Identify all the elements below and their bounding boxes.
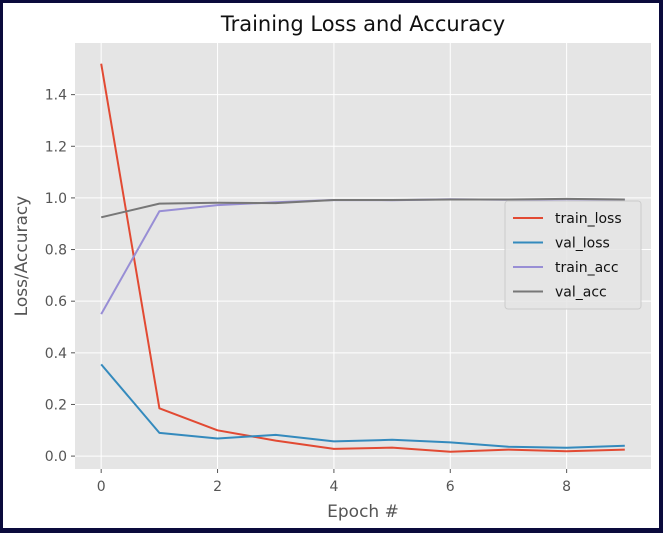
x-tick-label: 6: [446, 479, 455, 495]
legend-label: train_acc: [555, 260, 619, 276]
y-tick-label: 0.6: [45, 294, 67, 310]
legend-box: [504, 200, 642, 310]
x-tick-label: 4: [329, 479, 338, 495]
y-tick-label: 1.0: [45, 191, 67, 207]
y-tick-labels: 0.0 0.2 0.4 0.6 0.8 1.0 1.2 1.4: [45, 88, 75, 465]
legend-label: train_loss: [555, 211, 622, 227]
legend: train_loss val_loss train_acc val_acc: [504, 200, 642, 310]
y-axis-label: Loss/Accuracy: [12, 196, 32, 317]
chart-title: Training Loss and Accuracy: [220, 12, 505, 36]
x-tick-label: 0: [97, 479, 106, 495]
series-line-val_acc: [100, 197, 625, 219]
series-lines: [100, 63, 625, 453]
x-tick-label: 2: [213, 479, 222, 495]
y-tick-label: 1.4: [45, 88, 67, 104]
x-tick-labels: 0 2 4 6 8: [97, 469, 571, 495]
series-line-val_loss: [100, 363, 625, 449]
x-axis-label: Epoch #: [327, 502, 399, 522]
y-tick-label: 0.0: [45, 449, 67, 465]
legend-label: val_loss: [555, 236, 610, 252]
y-tick-label: 0.4: [45, 346, 67, 362]
y-tick-label: 1.2: [45, 139, 67, 155]
y-tick-label: 0.8: [45, 243, 67, 259]
y-tick-label: 0.2: [45, 397, 67, 413]
x-tick-label: 8: [562, 479, 571, 495]
series-line-train_loss: [100, 63, 625, 453]
legend-label: val_acc: [555, 285, 607, 301]
